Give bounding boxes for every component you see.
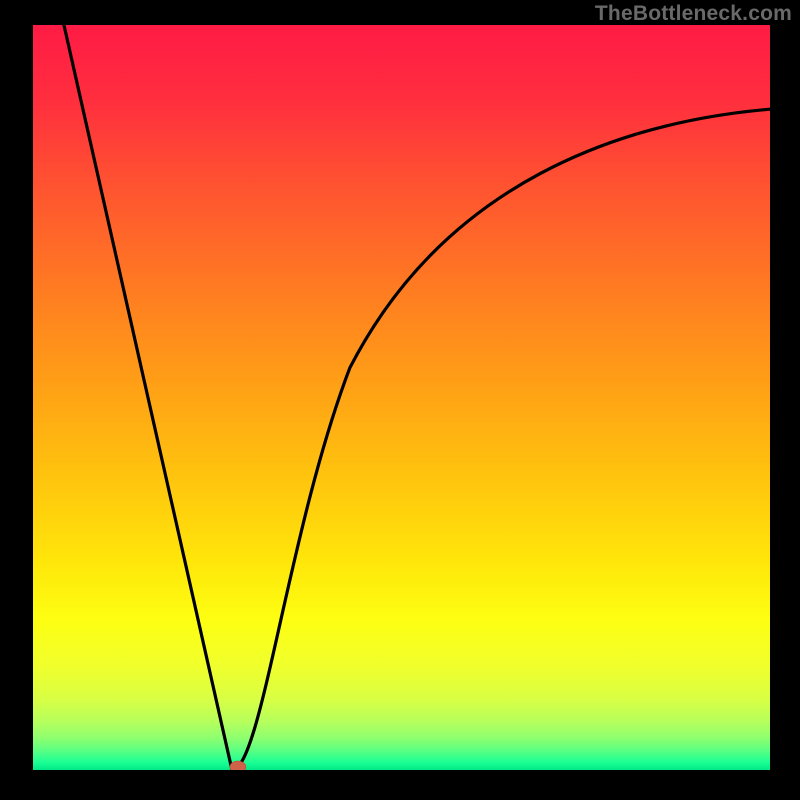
chart-frame: TheBottleneck.com <box>0 0 800 800</box>
minimum-marker <box>230 761 246 773</box>
gradient-background <box>33 25 770 770</box>
bottleneck-chart <box>0 0 800 800</box>
watermark-text: TheBottleneck.com <box>595 2 792 26</box>
